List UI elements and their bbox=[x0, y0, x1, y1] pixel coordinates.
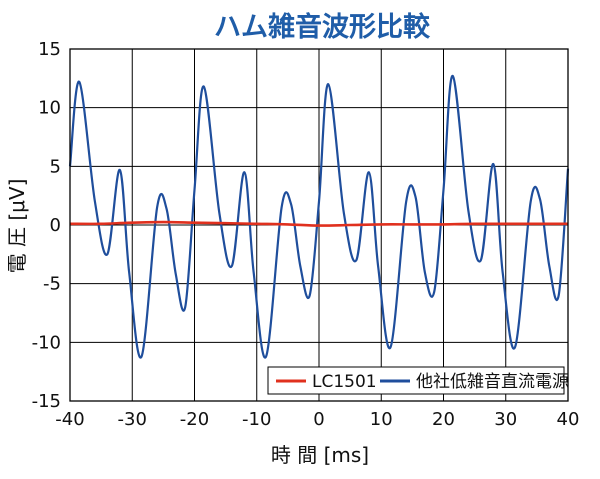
legend-box bbox=[267, 366, 565, 395]
chart-title: ハム雑音波形比較 bbox=[214, 11, 431, 43]
plot-area bbox=[68, 74, 570, 359]
y-tick-label: -5 bbox=[43, 274, 61, 295]
series-line-lc1501 bbox=[69, 220, 568, 227]
x-tick-label: 20 bbox=[432, 409, 455, 430]
y-tick-label: 0 bbox=[50, 215, 61, 236]
legend-label: 他社低雑音直流電源 bbox=[416, 372, 569, 392]
y-tick-label: -10 bbox=[32, 332, 61, 353]
x-tick-label: 40 bbox=[557, 409, 580, 430]
x-tick-label: -40 bbox=[55, 409, 84, 430]
legend-label: LC1501 bbox=[312, 372, 377, 392]
series-line-competitor bbox=[68, 74, 570, 359]
x-axis-label: 時 間 [ms] bbox=[271, 443, 369, 467]
x-tick-label: -10 bbox=[242, 409, 271, 430]
y-tick-label: -15 bbox=[32, 391, 61, 412]
x-tick-label: 10 bbox=[370, 409, 393, 430]
x-tick-label: -30 bbox=[118, 409, 147, 430]
y-axis-label: 電 圧 [μV] bbox=[5, 179, 29, 274]
x-tick-label: 30 bbox=[494, 409, 517, 430]
plot-frame bbox=[69, 48, 569, 402]
x-tick-label: -20 bbox=[180, 409, 209, 430]
tick-labels: -40 -30 -20 -10 0 10 20 30 40 15 10 5 0 -5 -10 -15 bbox=[32, 39, 580, 430]
y-tick-label: 10 bbox=[38, 98, 61, 119]
y-tick-label: 15 bbox=[38, 39, 61, 60]
y-tick-label: 5 bbox=[50, 156, 61, 177]
x-tick-label: 0 bbox=[313, 409, 324, 430]
legend: LC1501 他社低雑音直流電源 bbox=[267, 366, 569, 395]
